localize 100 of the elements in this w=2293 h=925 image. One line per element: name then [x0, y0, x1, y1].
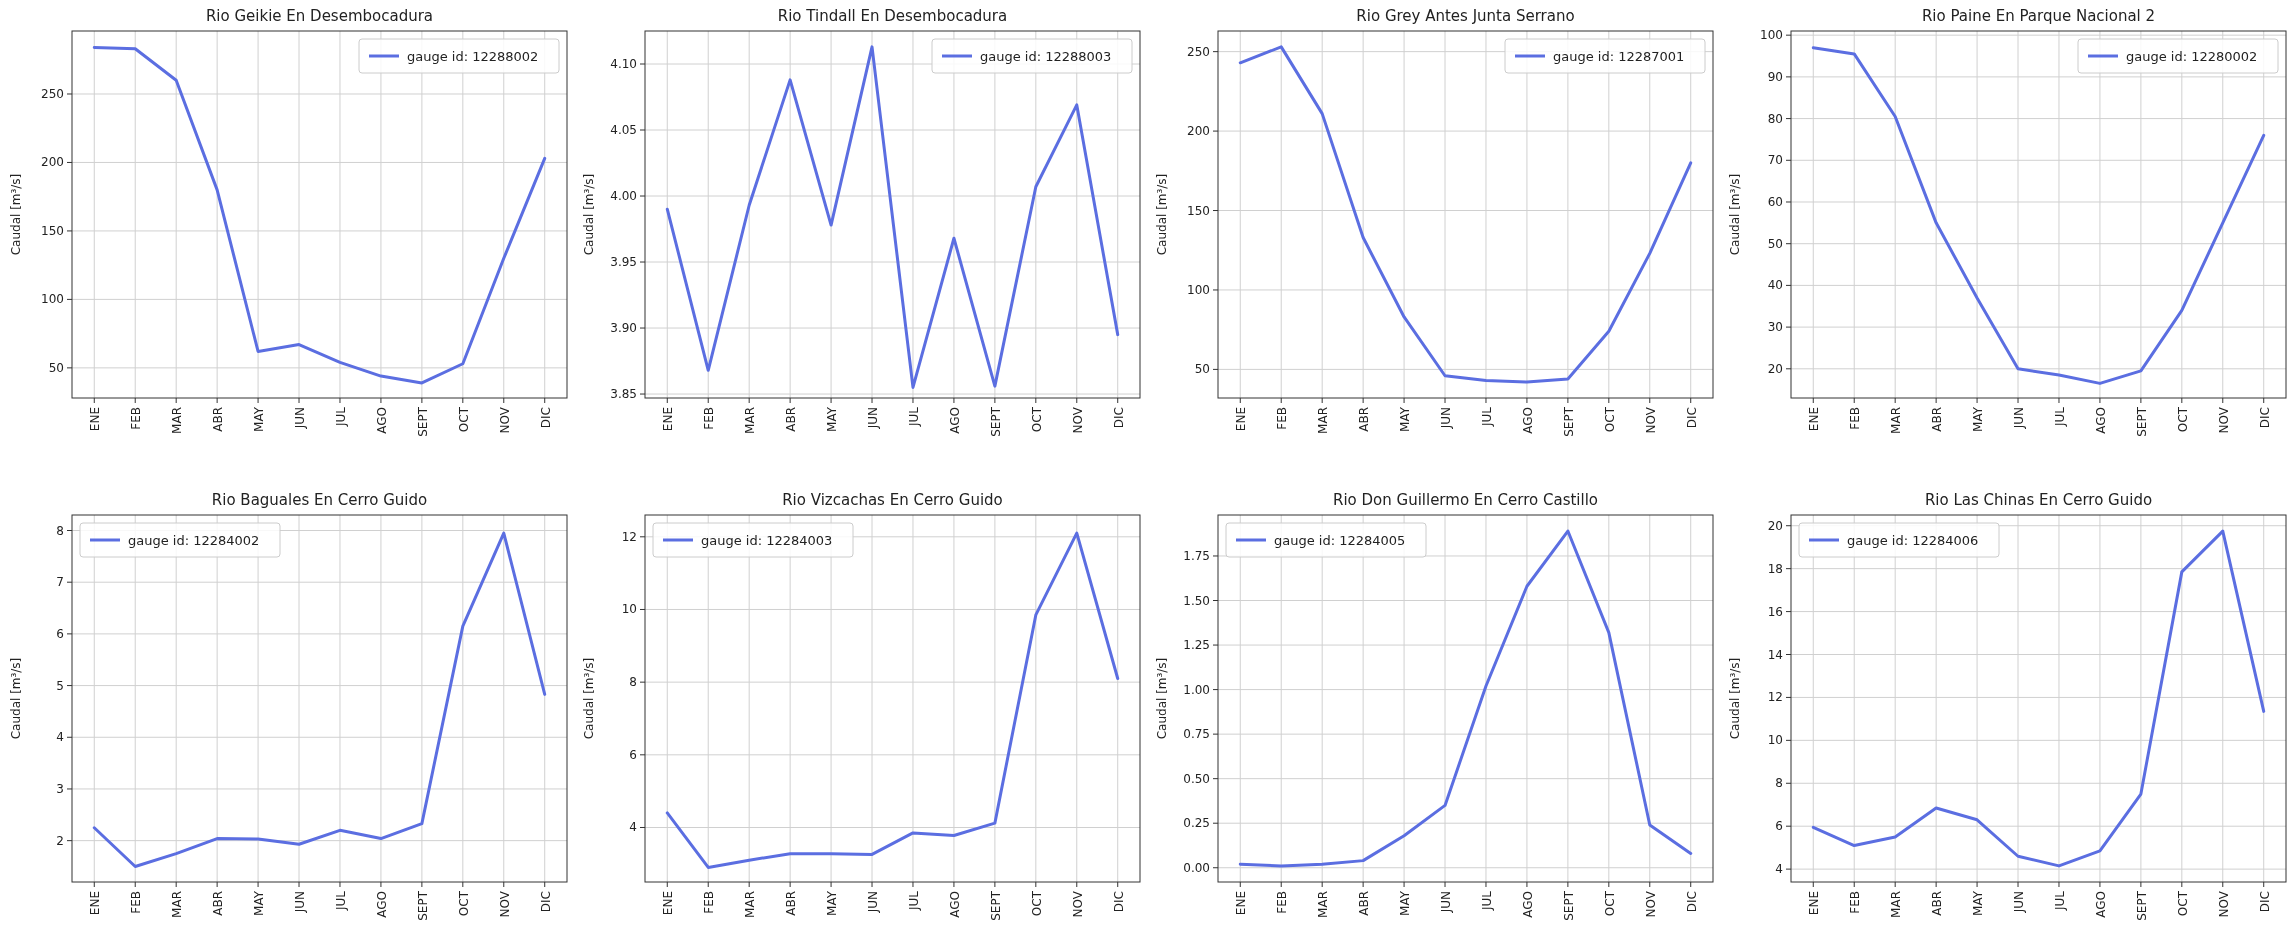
x-tick-label: OCT [2175, 406, 2190, 433]
x-tick-label: DIC [2257, 891, 2272, 913]
y-tick-label: 14 [1767, 647, 1783, 662]
line-series [665, 45, 1120, 389]
y-tick-label: 20 [1767, 361, 1783, 376]
x-tick-label: MAY [825, 890, 840, 916]
y-tick-label: 12 [621, 529, 637, 544]
y-tick-label: 1.50 [1183, 593, 1210, 608]
y-tick-label: 20 [1767, 518, 1783, 533]
x-tick-label: MAR [1316, 891, 1331, 918]
x-tick-label: SEPT [1561, 890, 1576, 921]
x-tick-label: NOV [1070, 406, 1085, 434]
chart-title: Rio Geikie En Desembocadura [205, 7, 434, 25]
y-tick-label: 5 [56, 678, 64, 693]
x-tick-label: SEPT [988, 406, 1003, 437]
x-tick-label: FEB [1275, 891, 1290, 914]
x-tick-label: NOV [497, 890, 512, 918]
x-tick-label: JUL [2052, 406, 2067, 428]
x-tick-label: JUN [866, 891, 881, 914]
y-tick-label: 4.05 [610, 123, 637, 138]
y-tick-label: 4 [1775, 862, 1783, 877]
chart-title: Rio Don Guillermo En Cerro Castillo [1332, 491, 1599, 509]
x-tick-label: ABR [1357, 407, 1372, 432]
line-series [665, 531, 1120, 869]
y-tick-label: 0.25 [1183, 816, 1210, 831]
y-tick-label: 4.00 [610, 189, 637, 204]
x-tick-label: ENE [1807, 891, 1822, 916]
x-tick-label: AGO [374, 891, 389, 918]
x-tick-label: ABR [1930, 891, 1945, 916]
chart-title: Rio Tindall En Desembocadura [777, 7, 1008, 25]
x-tick-label: MAR [1889, 891, 1904, 918]
line-series [1811, 529, 2266, 868]
x-tick-label: JUL [1479, 406, 1494, 428]
x-tick-label: NOV [1643, 406, 1658, 434]
chart-title: Rio Baguales En Cerro Guido [211, 491, 428, 509]
x-tick-label: ENE [1234, 891, 1249, 916]
y-tick-label: 8 [629, 675, 637, 690]
x-tick-label: SEPT [1561, 406, 1576, 437]
x-tick-label: FEB [1848, 891, 1863, 914]
x-tick-label: MAY [1398, 406, 1413, 432]
x-tick-label: OCT [1602, 406, 1617, 433]
x-tick-label: AGO [374, 407, 389, 434]
x-tick-label: OCT [1029, 890, 1044, 917]
x-tick-label: ABR [211, 891, 226, 916]
y-tick-label: 90 [1767, 69, 1783, 84]
y-axis-title: Caudal [m³/s] [9, 173, 23, 256]
chart-title: Rio Vizcachas En Cerro Guido [782, 491, 1003, 509]
x-tick-label: AGO [947, 891, 962, 918]
y-tick-label: 1.00 [1183, 682, 1210, 697]
x-tick-label: ENE [88, 407, 103, 432]
x-tick-label: MAR [743, 407, 758, 434]
legend-label: gauge id: 12284006 [1847, 533, 1979, 548]
y-tick-label: 0.00 [1183, 860, 1210, 875]
x-tick-label: FEB [129, 891, 144, 914]
y-tick-label: 3.90 [610, 321, 637, 336]
legend-label: gauge id: 12288003 [980, 49, 1112, 64]
x-tick-label: DIC [1111, 891, 1126, 913]
x-tick-label: JUL [333, 406, 348, 428]
x-tick-label: FEB [702, 407, 717, 430]
x-tick-label: MAR [1889, 407, 1904, 434]
x-tick-label: AGO [947, 407, 962, 434]
x-tick-label: JUL [333, 890, 348, 912]
y-tick-label: 70 [1767, 153, 1783, 168]
y-tick-label: 18 [1767, 561, 1783, 576]
x-tick-label: JUN [293, 407, 308, 430]
x-tick-label: SEPT [415, 890, 430, 921]
x-tick-label: MAY [1971, 406, 1986, 432]
x-tick-label: ENE [1234, 407, 1249, 432]
legend-label: gauge id: 12288002 [407, 49, 539, 64]
legend-label: gauge id: 12284005 [1274, 533, 1406, 548]
legend-label: gauge id: 12280002 [2126, 49, 2258, 64]
y-tick-label: 4 [56, 730, 64, 745]
x-tick-label: ENE [88, 891, 103, 916]
y-tick-label: 80 [1767, 111, 1783, 126]
y-tick-label: 250 [1187, 44, 1210, 59]
x-tick-label: DIC [1684, 407, 1699, 429]
x-tick-label: NOV [1070, 890, 1085, 918]
x-tick-label: ABR [1357, 891, 1372, 916]
x-tick-label: MAY [252, 406, 267, 432]
x-tick-label: NOV [497, 406, 512, 434]
x-tick-label: AGO [1520, 407, 1535, 434]
y-tick-label: 4 [629, 820, 637, 835]
y-tick-label: 0.75 [1183, 727, 1210, 742]
x-tick-label: AGO [1520, 891, 1535, 918]
y-tick-label: 10 [1767, 733, 1783, 748]
x-tick-label: JUL [906, 890, 921, 912]
x-tick-label: JUL [1479, 890, 1494, 912]
x-tick-label: ABR [784, 407, 799, 432]
y-tick-label: 6 [1775, 819, 1783, 834]
x-tick-label: SEPT [415, 406, 430, 437]
y-tick-label: 1.25 [1183, 638, 1210, 653]
y-tick-label: 50 [48, 360, 64, 375]
y-axis-title: Caudal [m³/s] [1728, 173, 1742, 256]
y-tick-label: 12 [1767, 690, 1783, 705]
x-tick-label: JUN [293, 891, 308, 914]
y-tick-label: 60 [1767, 194, 1783, 209]
line-series [1811, 46, 2266, 385]
x-tick-label: DIC [2257, 407, 2272, 429]
chart-title: Rio Grey Antes Junta Serrano [1356, 7, 1575, 25]
x-tick-label: SEPT [988, 890, 1003, 921]
